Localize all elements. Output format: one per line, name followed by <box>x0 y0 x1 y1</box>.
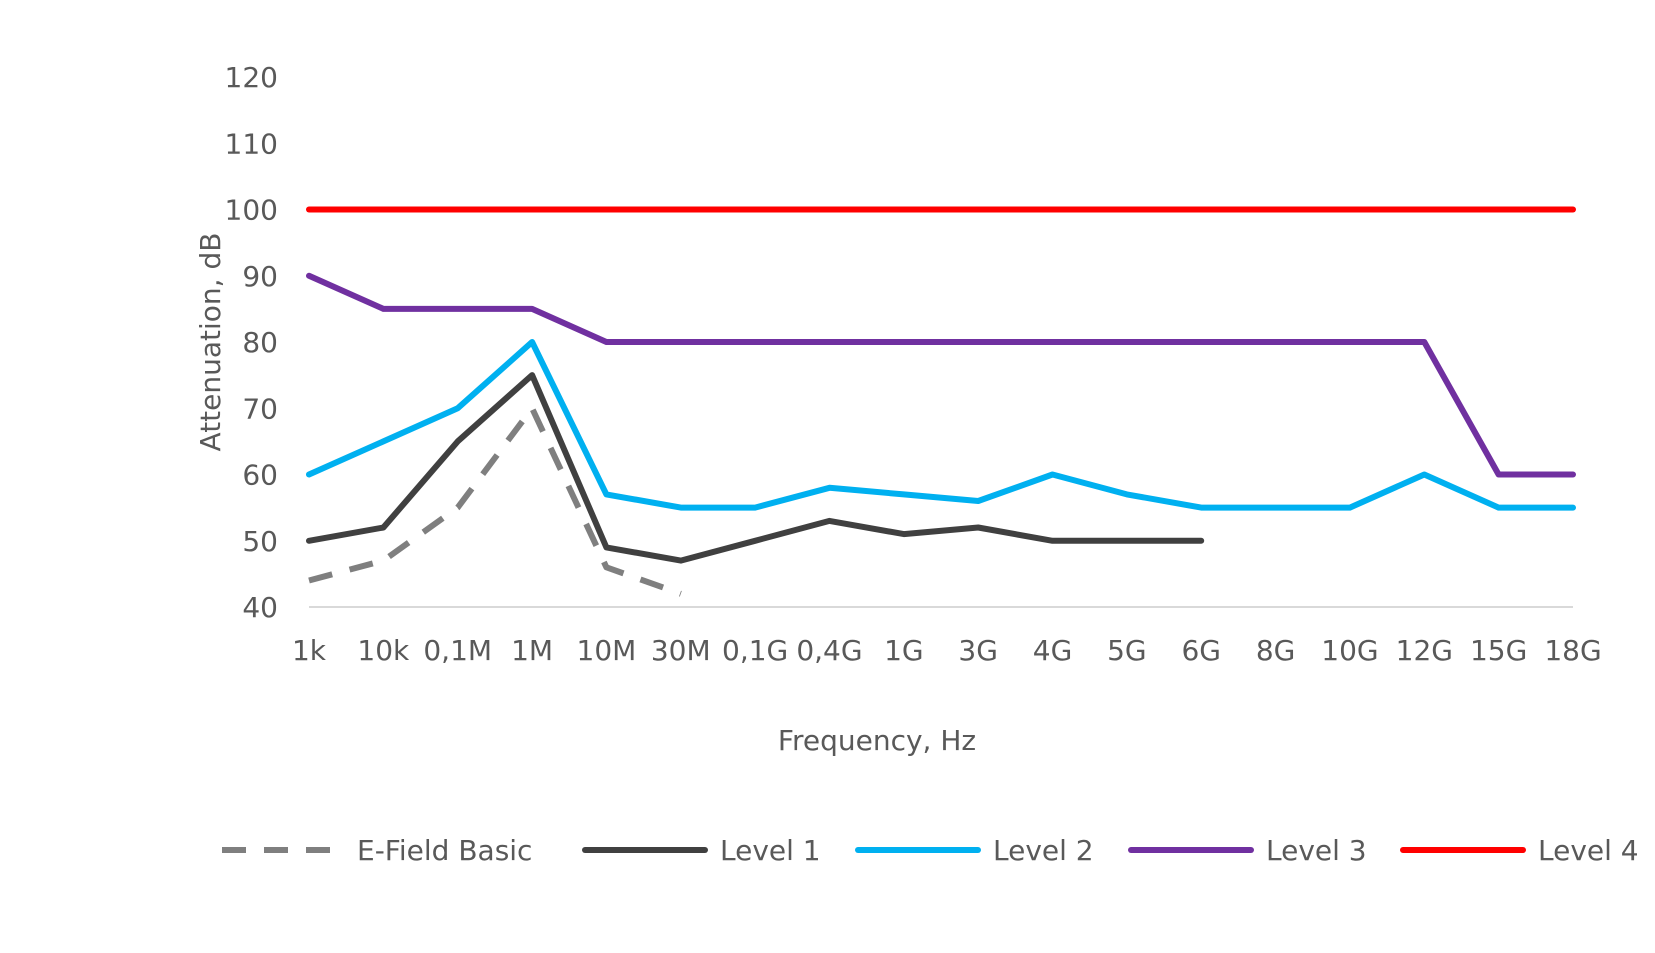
y-axis-ticks: 40 50 60 70 80 90 100 110 120 <box>225 61 278 624</box>
legend-label: Level 1 <box>720 834 821 867</box>
x-tick-label: 12G <box>1396 634 1453 667</box>
series-line <box>306 272 1576 478</box>
x-axis-title: Frequency, Hz <box>778 724 976 757</box>
y-tick-label: 90 <box>242 260 278 293</box>
x-tick-label: 30M <box>651 634 711 667</box>
y-tick-label: 110 <box>225 127 278 160</box>
x-tick-label: 0,1M <box>423 634 492 667</box>
x-tick-label: 5G <box>1107 634 1147 667</box>
x-tick-label: 15G <box>1470 634 1527 667</box>
y-tick-label: 120 <box>225 61 278 94</box>
y-tick-label: 60 <box>242 459 278 492</box>
y-tick-label: 50 <box>242 525 278 558</box>
series-level-3 <box>306 272 1576 478</box>
x-tick-label: 1G <box>884 634 924 667</box>
y-tick-label: 70 <box>242 392 278 425</box>
x-tick-label: 1M <box>511 634 553 667</box>
series-level-2 <box>306 339 1576 511</box>
x-tick-label: 0,1G <box>722 634 788 667</box>
x-tick-label: 3G <box>958 634 998 667</box>
series-lines <box>306 206 1576 597</box>
series-line <box>306 339 1576 511</box>
y-tick-label: 100 <box>225 194 278 227</box>
x-tick-label: 1k <box>292 634 327 667</box>
legend-label: E-Field Basic <box>357 834 532 867</box>
x-tick-label: 0,4G <box>796 634 862 667</box>
series-line <box>306 372 1205 564</box>
series-line <box>308 405 682 597</box>
legend: E-Field Basic Level 1 Level 2 Level 3 Level … <box>222 834 1639 867</box>
x-axis-ticks: 1k 10k 0,1M 1M 10M 30M 0,1G 0,4G 1G 3G 4G 5G 6G 8G 10G… <box>292 634 1602 667</box>
series-level-1 <box>306 372 1205 564</box>
x-tick-label: 18G <box>1544 634 1601 667</box>
x-tick-label: 8G <box>1256 634 1296 667</box>
x-tick-label: 10G <box>1321 634 1378 667</box>
legend-label: Level 2 <box>993 834 1094 867</box>
y-axis-title: Attenuation, dB <box>194 233 227 452</box>
y-tick-label: 40 <box>242 591 278 624</box>
x-tick-label: 6G <box>1181 634 1221 667</box>
series-e-field-basic <box>308 405 682 597</box>
legend-label: Level 3 <box>1266 834 1367 867</box>
x-tick-label: 10M <box>577 634 637 667</box>
legend-label: Level 4 <box>1538 834 1639 867</box>
y-tick-label: 80 <box>242 326 278 359</box>
x-tick-label: 4G <box>1033 634 1073 667</box>
x-tick-label: 10k <box>357 634 410 667</box>
